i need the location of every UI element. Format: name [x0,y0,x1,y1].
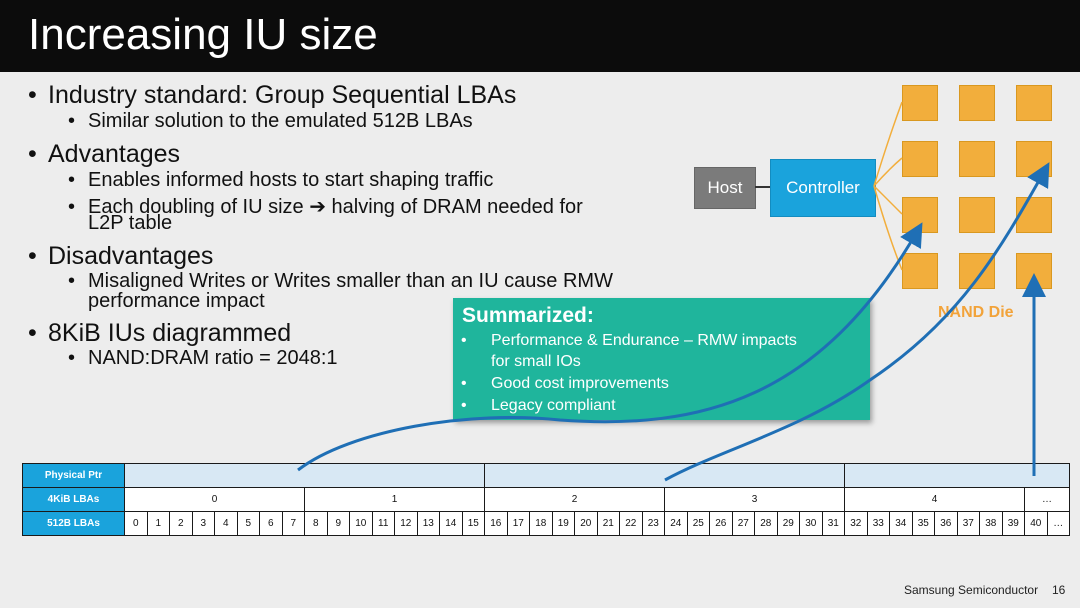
lba512-cell: 9 [326,511,350,536]
lba512-cell: 29 [776,511,800,536]
lba512-cell: 7 [281,511,305,536]
sub-bullet-iu-doubling-cont: L2P table [88,212,173,234]
host-box: Host [694,167,756,209]
lba-table: Physical Ptr 4KiB LBAs 0 1 2 3 4 … 512B … [22,463,1070,536]
bullet-industry-standard: • Industry standard: Group Sequential LBA… [28,81,517,109]
lba512-cell: 3 [191,511,215,536]
bullet-8kib-ius: • 8KiB IUs diagrammed [28,319,292,347]
row-label-4kib: 4KiB LBAs [22,487,125,512]
controller-to-nand-lines [873,101,903,271]
summary-title: Summarized: [462,304,594,327]
lba512-cell: 34 [889,511,913,536]
footer-page-number: 16 [1052,583,1066,597]
lba512-cell: 18 [529,511,553,536]
lba512-row: 512B LBAs 0 1 2 3 4 5 6 7 8 9 10 11 12 13 14 15 16 17 18 19… [22,511,1070,536]
row-label-512b: 512B LBAs [22,511,125,536]
physical-ptr-cell [484,463,845,488]
summary-item: • Performance & Endurance – RMW impacts [461,332,797,349]
lba512-cell: 8 [304,511,328,536]
lba4k-cell: 0 [124,487,305,512]
nand-die [959,253,995,289]
lba4k-cell: 1 [304,487,485,512]
sub-bullet-ratio: • NAND:DRAM ratio = 2048:1 [68,347,338,369]
summary-item: • Good cost improvements [461,375,669,392]
nand-die [1016,85,1052,121]
lba512-cell: 19 [551,511,575,536]
nand-die-label: NAND Die [938,304,1014,321]
lba512-cell: 12 [394,511,418,536]
bullet-disadvantages: • Disadvantages [28,242,214,270]
physical-ptr-cell [124,463,485,488]
lba4k-cell: 2 [484,487,665,512]
nand-die [1016,197,1052,233]
sub-bullet-iu-doubling: • Each doubling of IU size ➔ halving of D… [68,196,583,218]
sub-bullet-misaligned-cont: performance impact [88,290,265,312]
lba512-cell: 25 [686,511,710,536]
title-bar: Increasing IU size [0,0,1080,72]
sub-bullet-informed-hosts: • Enables informed hosts to start shaping… [68,169,494,191]
lba512-cell: 38 [979,511,1003,536]
lba512-cell: 13 [416,511,440,536]
bullet-advantages: • Advantages [28,140,181,168]
lba512-cell: 1 [146,511,170,536]
lba512-cell: 16 [484,511,508,536]
nand-die [959,197,995,233]
lba512-cell: 31 [821,511,845,536]
mapping-arrow-2 [664,162,1050,482]
slide-title: Increasing IU size [28,10,378,59]
lba512-cell: 26 [709,511,733,536]
lba512-cell: 30 [799,511,823,536]
nand-die [959,85,995,121]
nand-die [902,85,938,121]
lba4k-row: 4KiB LBAs 0 1 2 3 4 … [22,487,1070,512]
lba512-cell: 21 [596,511,620,536]
lba4k-cell: 3 [664,487,845,512]
nand-die [902,141,938,177]
sub-bullet-emulated: • Similar solution to the emulated 512B L… [68,110,473,132]
lba4k-cell: 4 [844,487,1025,512]
lba512-cell: 14 [439,511,463,536]
lba512-cell: 32 [844,511,868,536]
physical-ptr-row: Physical Ptr [22,463,1070,488]
lba512-cell: 11 [371,511,395,536]
summary-box: Summarized: • Performance & Endurance – R… [453,298,870,420]
lba512-cell: 20 [574,511,598,536]
physical-ptr-cell [844,463,1070,488]
lba512-cell: 24 [664,511,688,536]
row-label-physical-ptr: Physical Ptr [22,463,125,488]
lba512-cell: 0 [124,511,148,536]
lba512-cell: 22 [619,511,643,536]
footer-company: Samsung Semiconductor [904,583,1039,597]
lba512-cell: 35 [911,511,935,536]
lba512-cell: 4 [214,511,238,536]
nand-die [959,141,995,177]
lba512-cell: 5 [236,511,260,536]
mapping-arrow-1 [297,222,923,472]
lba512-cell: 37 [956,511,980,536]
nand-die [902,253,938,289]
lba512-cell: … [1046,511,1070,536]
sub-bullet-misaligned: • Misaligned Writes or Writes smaller tha… [68,270,613,292]
lba512-cell: 28 [754,511,778,536]
lba512-cell: 33 [866,511,890,536]
summary-item: • Legacy compliant [461,397,616,414]
controller-box: Controller [770,159,876,217]
lba512-cell: 6 [259,511,283,536]
summary-item-cont: for small IOs [491,353,581,370]
lba512-cell: 15 [461,511,485,536]
lba512-cell: 2 [169,511,193,536]
